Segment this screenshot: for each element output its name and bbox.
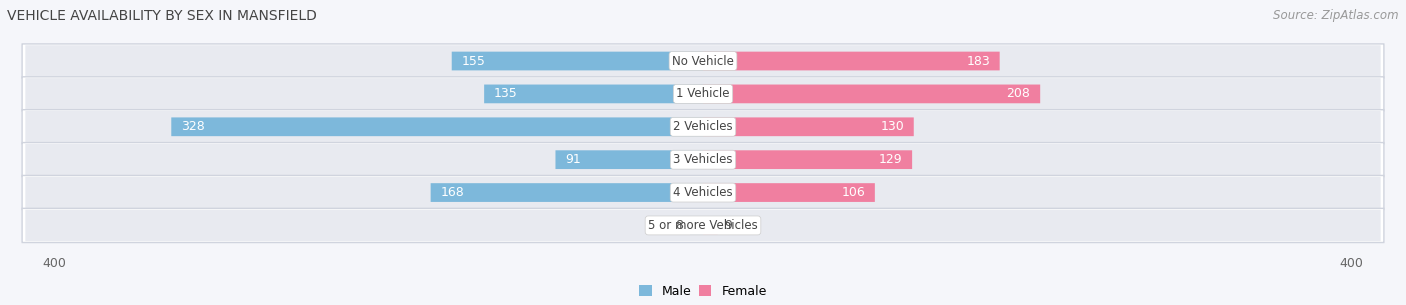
Text: 183: 183 [966, 55, 990, 67]
FancyBboxPatch shape [25, 210, 1381, 241]
Text: 155: 155 [461, 55, 485, 67]
FancyBboxPatch shape [25, 111, 1381, 142]
Text: 208: 208 [1007, 88, 1031, 100]
FancyBboxPatch shape [22, 77, 1384, 111]
FancyBboxPatch shape [22, 44, 1384, 78]
Text: 3 Vehicles: 3 Vehicles [673, 153, 733, 166]
FancyBboxPatch shape [703, 216, 717, 235]
Legend: Male, Female: Male, Female [634, 280, 772, 303]
Text: Source: ZipAtlas.com: Source: ZipAtlas.com [1274, 9, 1399, 22]
FancyBboxPatch shape [25, 144, 1381, 175]
Text: 91: 91 [565, 153, 581, 166]
Text: 130: 130 [880, 120, 904, 133]
FancyBboxPatch shape [25, 78, 1381, 110]
FancyBboxPatch shape [690, 216, 703, 235]
FancyBboxPatch shape [22, 208, 1384, 242]
FancyBboxPatch shape [22, 142, 1384, 177]
Text: No Vehicle: No Vehicle [672, 55, 734, 67]
Text: 2 Vehicles: 2 Vehicles [673, 120, 733, 133]
FancyBboxPatch shape [451, 52, 703, 70]
Text: 9: 9 [724, 219, 733, 232]
FancyBboxPatch shape [25, 177, 1381, 208]
Text: 168: 168 [440, 186, 464, 199]
FancyBboxPatch shape [25, 45, 1381, 77]
FancyBboxPatch shape [484, 84, 703, 103]
FancyBboxPatch shape [703, 150, 912, 169]
Text: VEHICLE AVAILABILITY BY SEX IN MANSFIELD: VEHICLE AVAILABILITY BY SEX IN MANSFIELD [7, 9, 316, 23]
FancyBboxPatch shape [703, 84, 1040, 103]
FancyBboxPatch shape [172, 117, 703, 136]
Text: 1 Vehicle: 1 Vehicle [676, 88, 730, 100]
Text: 106: 106 [841, 186, 865, 199]
Text: 135: 135 [494, 88, 517, 100]
Text: 328: 328 [181, 120, 205, 133]
Text: 4 Vehicles: 4 Vehicles [673, 186, 733, 199]
Text: 5 or more Vehicles: 5 or more Vehicles [648, 219, 758, 232]
FancyBboxPatch shape [22, 110, 1384, 144]
FancyBboxPatch shape [703, 52, 1000, 70]
Text: 129: 129 [879, 153, 903, 166]
FancyBboxPatch shape [555, 150, 703, 169]
FancyBboxPatch shape [430, 183, 703, 202]
FancyBboxPatch shape [703, 183, 875, 202]
Text: 8: 8 [675, 219, 683, 232]
FancyBboxPatch shape [22, 175, 1384, 210]
FancyBboxPatch shape [703, 117, 914, 136]
